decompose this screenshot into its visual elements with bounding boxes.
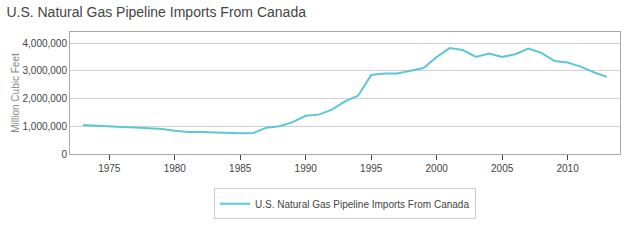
svg-text:4,000,000: 4,000,000 xyxy=(23,38,68,49)
svg-text:3,000,000: 3,000,000 xyxy=(23,65,68,76)
svg-text:1975: 1975 xyxy=(98,163,121,174)
svg-text:2,000,000: 2,000,000 xyxy=(23,93,68,104)
svg-text:Million Cubic Feet: Million Cubic Feet xyxy=(10,53,21,133)
svg-text:1980: 1980 xyxy=(164,163,187,174)
svg-text:2000: 2000 xyxy=(426,163,449,174)
svg-text:1985: 1985 xyxy=(229,163,252,174)
svg-text:1,000,000: 1,000,000 xyxy=(23,121,68,132)
svg-text:2010: 2010 xyxy=(556,163,579,174)
svg-text:U.S. Natural Gas Pipeline Impo: U.S. Natural Gas Pipeline Imports From C… xyxy=(6,4,306,20)
svg-text:U.S. Natural Gas Pipeline Impo: U.S. Natural Gas Pipeline Imports From C… xyxy=(255,199,469,210)
svg-text:2005: 2005 xyxy=(491,163,514,174)
svg-text:0: 0 xyxy=(61,149,67,160)
svg-text:1990: 1990 xyxy=(295,163,318,174)
svg-text:1995: 1995 xyxy=(360,163,383,174)
